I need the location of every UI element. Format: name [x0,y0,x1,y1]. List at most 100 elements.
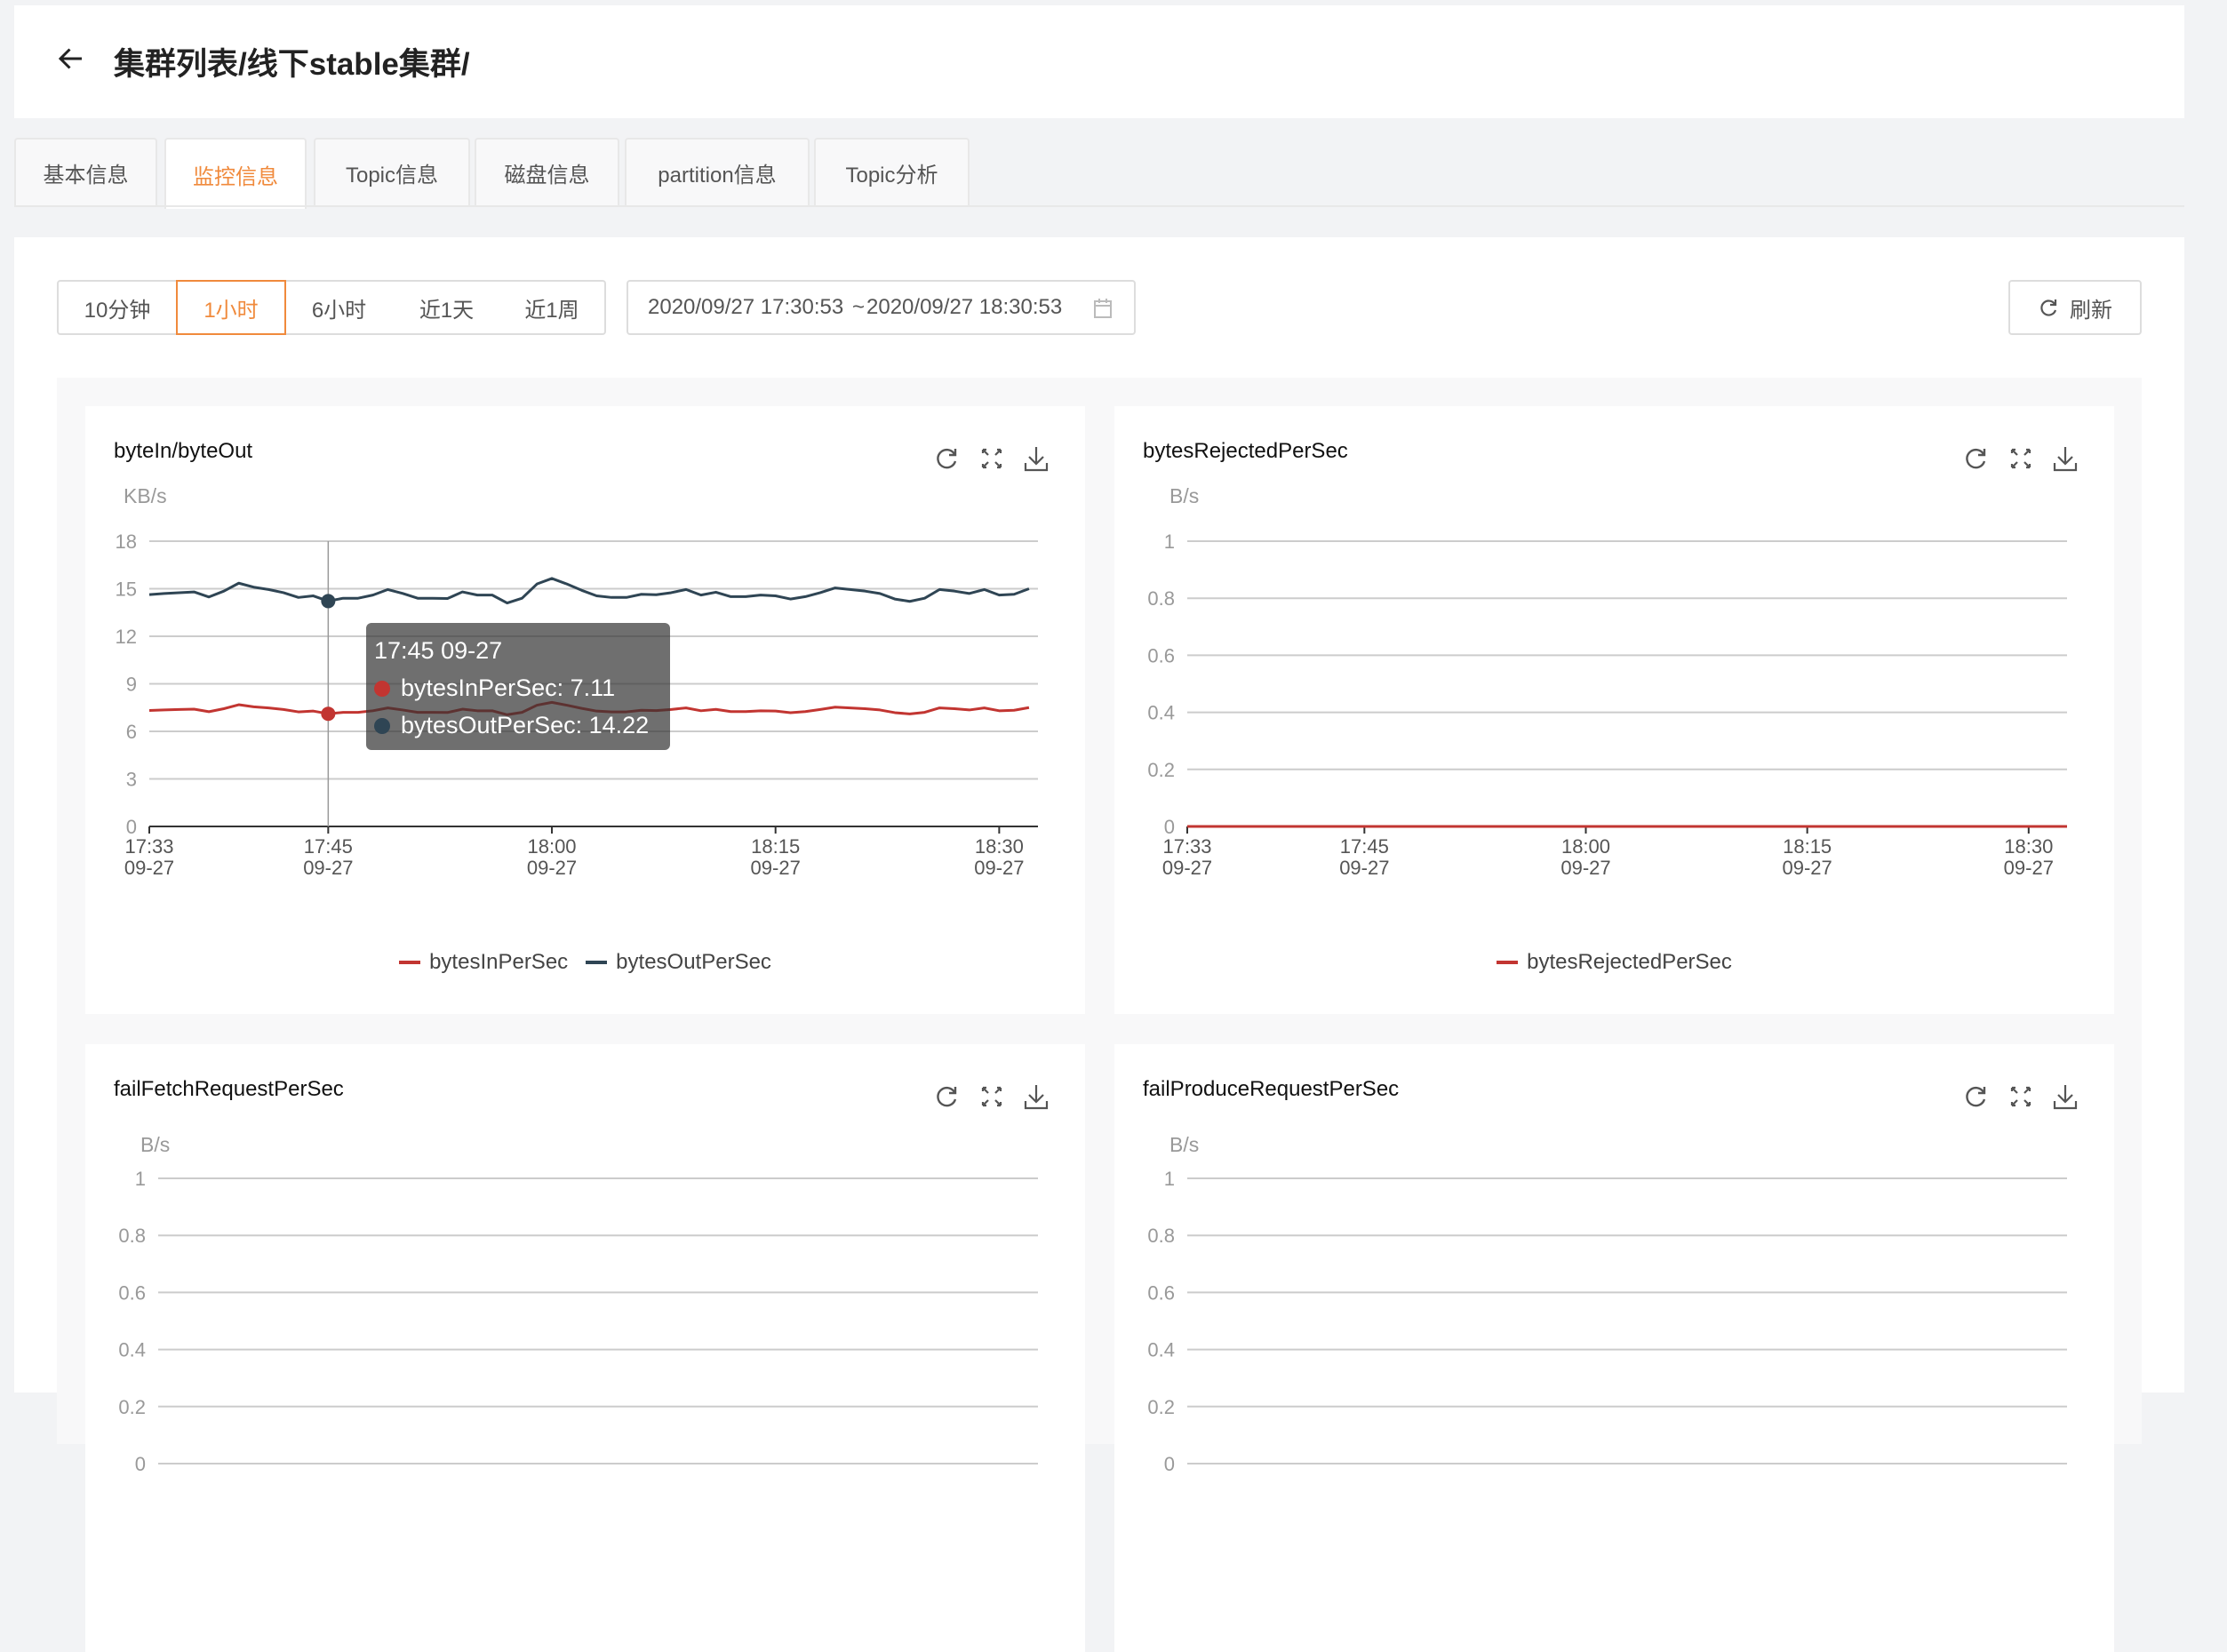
refresh-icon[interactable] [934,445,961,472]
chart-card-fail-produce: failProduceRequestPerSec B/s 0 0.2 0.4 0.6 0… [1114,1044,2114,1652]
chart-card-bytes-rejected: bytesRejectedPerSec B/s bytesRejectedPer… [1114,406,2114,1014]
tab-divider [14,205,2184,207]
download-icon[interactable] [1023,1083,1050,1110]
download-icon[interactable] [2052,1083,2079,1110]
x-tick-label: 09-27 [527,857,577,879]
y-tick-label: 0 [1164,816,1175,838]
chart-toolbox [934,1083,1050,1110]
chart-toolbox [934,445,1050,472]
y-tick-label: 0.8 [118,1225,146,1247]
y-axis-unit: B/s [140,1133,171,1156]
y-axis-unit: B/s [1169,1133,1200,1156]
page-title: 集群列表/线下stable集群/ [114,47,470,82]
y-tick-label: 0.6 [1147,1281,1175,1304]
tab-topic-analysis[interactable]: Topic分析 [814,138,970,206]
y-tick-label: 1 [1164,531,1175,553]
y-tick-label: 15 [116,579,137,601]
tab-partition-info[interactable]: partition信息 [625,138,810,206]
chart-title: failProduceRequestPerSec [1143,1077,1400,1101]
download-icon[interactable] [2052,445,2079,472]
y-tick-label: 0 [1164,1453,1175,1475]
y-tick-label: 0.2 [1147,759,1175,781]
range-1day[interactable]: 近1天 [394,280,501,335]
y-tick-label: 0.8 [1147,1225,1175,1247]
legend-label: bytesRejectedPerSec [1527,950,1732,974]
y-tick-label: 0.4 [1147,702,1175,724]
refresh-label: 刷新 [2070,298,2112,323]
chart-card-fail-fetch: failFetchRequestPerSec B/s 0 0.2 0.4 0.6 0.8… [85,1044,1085,1652]
legend-label: bytesInPerSec [429,950,569,974]
x-tick-label: 09-27 [1162,857,1212,879]
y-tick-label: 12 [116,626,137,648]
x-tick-label: 18:15 [1783,835,1832,858]
x-tick-label: 09-27 [303,857,353,879]
chart-toolbox [1963,1083,2079,1110]
date-range-picker[interactable]: 2020/09/27 17:30:53 ~ 2020/09/27 18:30:5… [627,280,1136,335]
x-tick-label: 09-27 [1339,857,1389,879]
y-tick-label: 0.6 [118,1281,146,1304]
legend-swatch [586,961,608,964]
chart-legend: bytesRejectedPerSec [1114,950,2114,975]
x-tick-label: 18:15 [751,835,800,858]
legend-label: bytesOutPerSec [616,950,771,974]
legend-item-bytes-rejected[interactable]: bytesRejectedPerSec [1497,950,1732,975]
y-tick-label: 0.4 [1147,1339,1175,1361]
y-tick-label: 0 [126,816,137,838]
chart-title: failFetchRequestPerSec [114,1077,344,1101]
y-axis-unit: KB/s [124,484,167,507]
legend-item-bytes-in[interactable]: bytesInPerSec [399,950,568,975]
date-separator: ~ [852,295,866,319]
calendar-icon [1094,299,1112,318]
date-start[interactable]: 2020/09/27 17:30:53 [648,295,844,319]
series-line-bytesOutPerSec [148,577,1030,605]
y-tick-label: 18 [116,531,137,553]
fullscreen-icon[interactable] [2007,445,2034,472]
x-tick-label: 18:00 [1561,835,1610,858]
highlight-point [321,594,336,609]
refresh-icon[interactable] [1963,1083,1990,1110]
chart-plot: 036912151817:3309-2717:4509-2718:0009-27… [116,531,1038,879]
y-tick-label: 6 [126,721,137,743]
tab-monitoring[interactable]: 监控信息 [164,138,307,209]
fullscreen-icon[interactable] [978,445,1005,472]
charts-area: byteIn/byteOut KB/s bytesInPerSec bytesO… [57,378,2142,1652]
range-6hour[interactable]: 6小时 [284,280,395,335]
y-tick-label: 0.2 [118,1396,146,1418]
x-tick-label: 09-27 [1783,857,1832,879]
tab-disk-info[interactable]: 磁盘信息 [475,138,619,206]
y-tick-label: 0.4 [118,1339,146,1361]
y-tick-label: 9 [126,674,137,696]
page-header [14,5,2184,118]
refresh-icon[interactable] [1963,445,1990,472]
legend-swatch [1497,961,1519,964]
refresh-button[interactable]: 刷新 [2008,280,2142,335]
chart-title: byteIn/byteOut [114,439,253,463]
y-tick-label: 0.8 [1147,587,1175,610]
range-10min[interactable]: 10分钟 [57,280,178,335]
x-tick-label: 09-27 [1560,857,1610,879]
x-tick-label: 18:30 [2004,835,2053,858]
download-icon[interactable] [1023,445,1050,472]
chart-plot: 0 0.2 0.4 0.6 0.8 1 [1147,1168,2067,1475]
fullscreen-icon[interactable] [978,1083,1005,1110]
chart-toolbox [1963,445,2079,472]
fullscreen-icon[interactable] [2007,1083,2034,1110]
y-axis-unit: B/s [1169,484,1200,507]
x-tick-label: 09-27 [124,857,174,879]
refresh-icon[interactable] [934,1083,961,1110]
legend-item-bytes-out[interactable]: bytesOutPerSec [586,950,771,975]
x-tick-label: 09-27 [2004,857,2054,879]
arrow-left-icon[interactable] [55,43,87,75]
date-end[interactable]: 2020/09/27 18:30:53 [866,295,1063,319]
tab-topic-info[interactable]: Topic信息 [314,138,470,206]
highlight-point [321,706,336,722]
x-tick-label: 18:30 [975,835,1024,858]
chart-title: bytesRejectedPerSec [1143,439,1348,463]
tab-basic-info[interactable]: 基本信息 [14,138,157,206]
range-1week[interactable]: 近1周 [499,280,606,335]
y-tick-label: 1 [135,1168,146,1190]
legend-swatch [399,961,421,964]
x-tick-label: 17:33 [1162,835,1211,858]
range-1hour[interactable]: 1小时 [176,280,286,335]
refresh-icon [2040,299,2057,316]
